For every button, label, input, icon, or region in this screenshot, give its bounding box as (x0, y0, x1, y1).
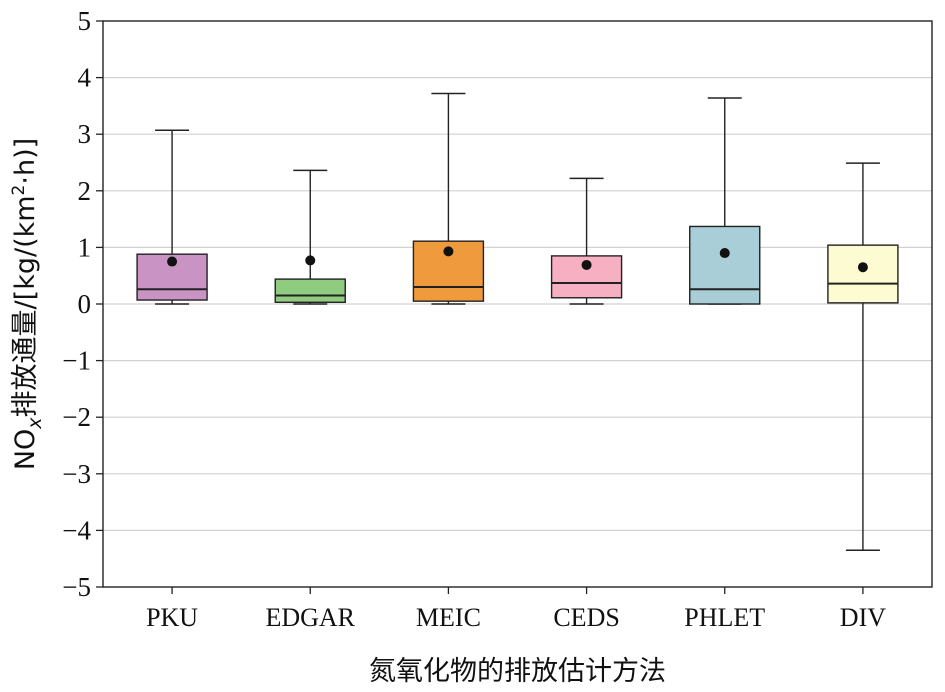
y-tick-label: −1 (62, 346, 91, 376)
y-tick-label: 3 (78, 119, 92, 149)
y-tick-label: −3 (62, 459, 91, 489)
box-pku (136, 129, 208, 305)
box-edgar (274, 169, 346, 305)
y-axis-title-prefix: NO (10, 429, 41, 470)
box-div (827, 162, 899, 551)
y-tick-label: 1 (78, 232, 92, 262)
mean-marker (443, 246, 454, 257)
iqr-box (689, 225, 761, 305)
y-tick-label: −2 (62, 402, 91, 432)
y-axis-title-superscript: 2 (9, 185, 29, 196)
x-tick-label: DIV (840, 603, 886, 632)
y-axis-title: NOx排放通量/[kg/(km2·h)] (9, 138, 46, 470)
iqr-box (274, 278, 346, 304)
box-ceds (550, 177, 623, 305)
x-tick-label: CEDS (553, 603, 619, 632)
mean-marker (857, 262, 868, 273)
x-tick-label: EDGAR (265, 603, 355, 632)
y-axis-title-subscript: x (24, 417, 46, 430)
y-tick-label: 5 (78, 6, 92, 36)
x-axis-title: 氮氧化物的排放估计方法 (369, 656, 666, 687)
gridlines (103, 76, 932, 532)
mean-marker (581, 259, 592, 270)
box-series (136, 92, 899, 551)
x-tick-label: PHLET (684, 603, 765, 632)
y-tick-label: 2 (78, 176, 92, 206)
y-axis-ticks: 5 4 3 2 1 0 −1 −2 −3 −4 −5 (62, 6, 103, 602)
mean-marker (305, 255, 316, 266)
y-axis-title-mid: 排放通量/[kg/(km (10, 195, 41, 417)
y-tick-label: −4 (62, 515, 91, 545)
x-tick-label: MEIC (416, 603, 481, 632)
y-axis-title-suffix: ·h)] (10, 138, 41, 185)
box-meic (412, 92, 485, 305)
y-tick-label: −5 (62, 572, 91, 602)
iqr-box (827, 244, 899, 304)
x-tick-label: PKU (146, 603, 198, 632)
x-axis-ticks: PKU EDGAR MEIC CEDS PHLET DIV (146, 587, 886, 632)
box-phlet (689, 97, 761, 305)
y-tick-label: 4 (78, 63, 92, 93)
mean-marker (719, 248, 730, 259)
y-tick-label: 0 (78, 289, 92, 319)
mean-marker (167, 256, 178, 267)
